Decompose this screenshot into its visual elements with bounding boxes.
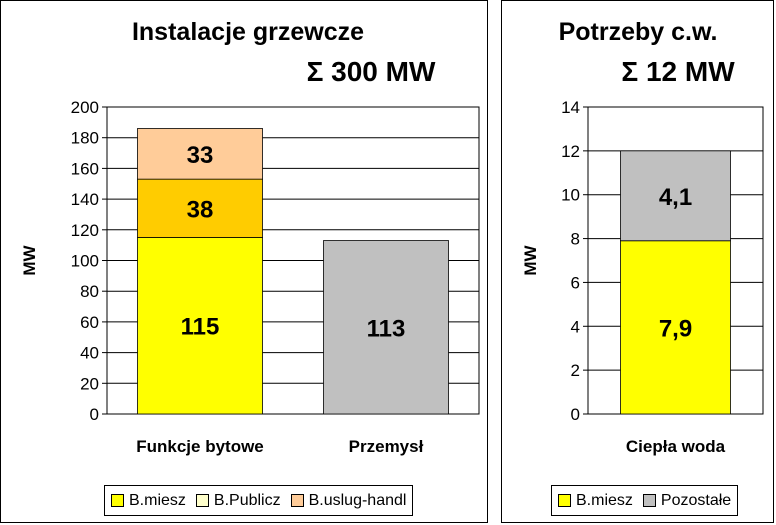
legend-swatch bbox=[111, 494, 124, 507]
legend-swatch bbox=[290, 494, 304, 507]
y-tick-label: 6 bbox=[571, 273, 580, 292]
heating-legend: B.miesz B.Publicz B.uslug-handl bbox=[104, 485, 414, 516]
y-axis-label: MW bbox=[521, 244, 540, 275]
legend-label: B.miesz bbox=[576, 491, 633, 509]
bar-segment bbox=[137, 128, 263, 180]
chart-subtitle: Σ 300 MW bbox=[307, 56, 436, 87]
y-tick-label: 40 bbox=[80, 344, 99, 363]
legend-item-b-publicz: B.Publicz bbox=[195, 491, 281, 510]
legend-swatch bbox=[558, 494, 571, 507]
bar-segment bbox=[137, 178, 263, 238]
hot-water-chart-svg: Potrzeby c.w. Σ 12 MW 0 2 4 6 8 10 12 14 MW 7,9 4,1 C… bbox=[521, 18, 764, 456]
legend-item-pozostale: Pozostałe bbox=[642, 491, 732, 510]
legend-item-b-miesz: B.miesz bbox=[558, 492, 633, 510]
data-label: 4,1 bbox=[659, 184, 692, 211]
legend-item-b-uslug-handl: B.uslug-handl bbox=[290, 491, 407, 510]
hot-water-legend: B.miesz Pozostałe bbox=[551, 485, 739, 516]
bar-segment bbox=[620, 240, 731, 415]
data-label: 113 bbox=[367, 315, 406, 342]
legend-swatch bbox=[195, 494, 209, 507]
y-tick-label: 4 bbox=[571, 317, 580, 336]
y-tick-label: 20 bbox=[80, 374, 99, 393]
y-tick-label: 12 bbox=[561, 142, 580, 161]
legend-swatch bbox=[642, 494, 656, 507]
data-label: 33 bbox=[187, 142, 214, 169]
y-tick-label: 0 bbox=[571, 405, 580, 424]
y-tick-label: 10 bbox=[561, 186, 580, 205]
y-tick-label: 100 bbox=[71, 252, 99, 271]
legend-item-b-miesz: B.miesz bbox=[111, 492, 186, 510]
chart-panel-hot-water: Potrzeby c.w. Σ 12 MW 0 2 4 6 8 10 12 14 MW 7,9 4,1 C… bbox=[501, 0, 774, 523]
y-tick-label: 200 bbox=[71, 98, 99, 117]
legend-label: B.uslug-handl bbox=[308, 491, 407, 509]
y-tick-label: 120 bbox=[71, 221, 99, 240]
y-tick-label: 180 bbox=[71, 129, 99, 148]
data-label: 115 bbox=[181, 314, 220, 341]
y-tick-label: 2 bbox=[571, 361, 580, 380]
data-label: 38 bbox=[187, 196, 214, 223]
y-axis-label: MW bbox=[20, 244, 39, 275]
chart-panel-heating: Instalacje grzewcze Σ 300 MW 0 20 40 60 80 100 1… bbox=[0, 0, 488, 523]
y-tick-label: 160 bbox=[71, 159, 99, 178]
legend-label: B.Publicz bbox=[213, 491, 281, 509]
bar-segment bbox=[620, 150, 731, 242]
chart-subtitle: Σ 12 MW bbox=[621, 56, 735, 87]
chart-title: Potrzeby c.w. bbox=[559, 18, 718, 46]
legend-label: Pozostałe bbox=[660, 491, 732, 509]
x-category-label: Ciepła woda bbox=[626, 437, 726, 456]
bar-segment bbox=[323, 240, 449, 415]
x-category-label: Przemysł bbox=[349, 437, 424, 456]
y-tick-label: 0 bbox=[90, 405, 99, 424]
heating-chart-svg: Instalacje grzewcze Σ 300 MW 0 20 40 60 80 100 1… bbox=[20, 18, 480, 456]
y-tick-label: 8 bbox=[571, 230, 580, 249]
bar-segment bbox=[137, 237, 263, 415]
legend-label: B.miesz bbox=[129, 491, 186, 509]
x-category-label: Funkcje bytowe bbox=[136, 437, 264, 456]
y-tick-label: 14 bbox=[561, 98, 580, 117]
y-tick-label: 140 bbox=[71, 190, 99, 209]
chart-title: Instalacje grzewcze bbox=[132, 18, 364, 46]
y-tick-label: 80 bbox=[80, 282, 99, 301]
data-label: 7,9 bbox=[659, 315, 692, 342]
y-tick-label: 60 bbox=[80, 313, 99, 332]
